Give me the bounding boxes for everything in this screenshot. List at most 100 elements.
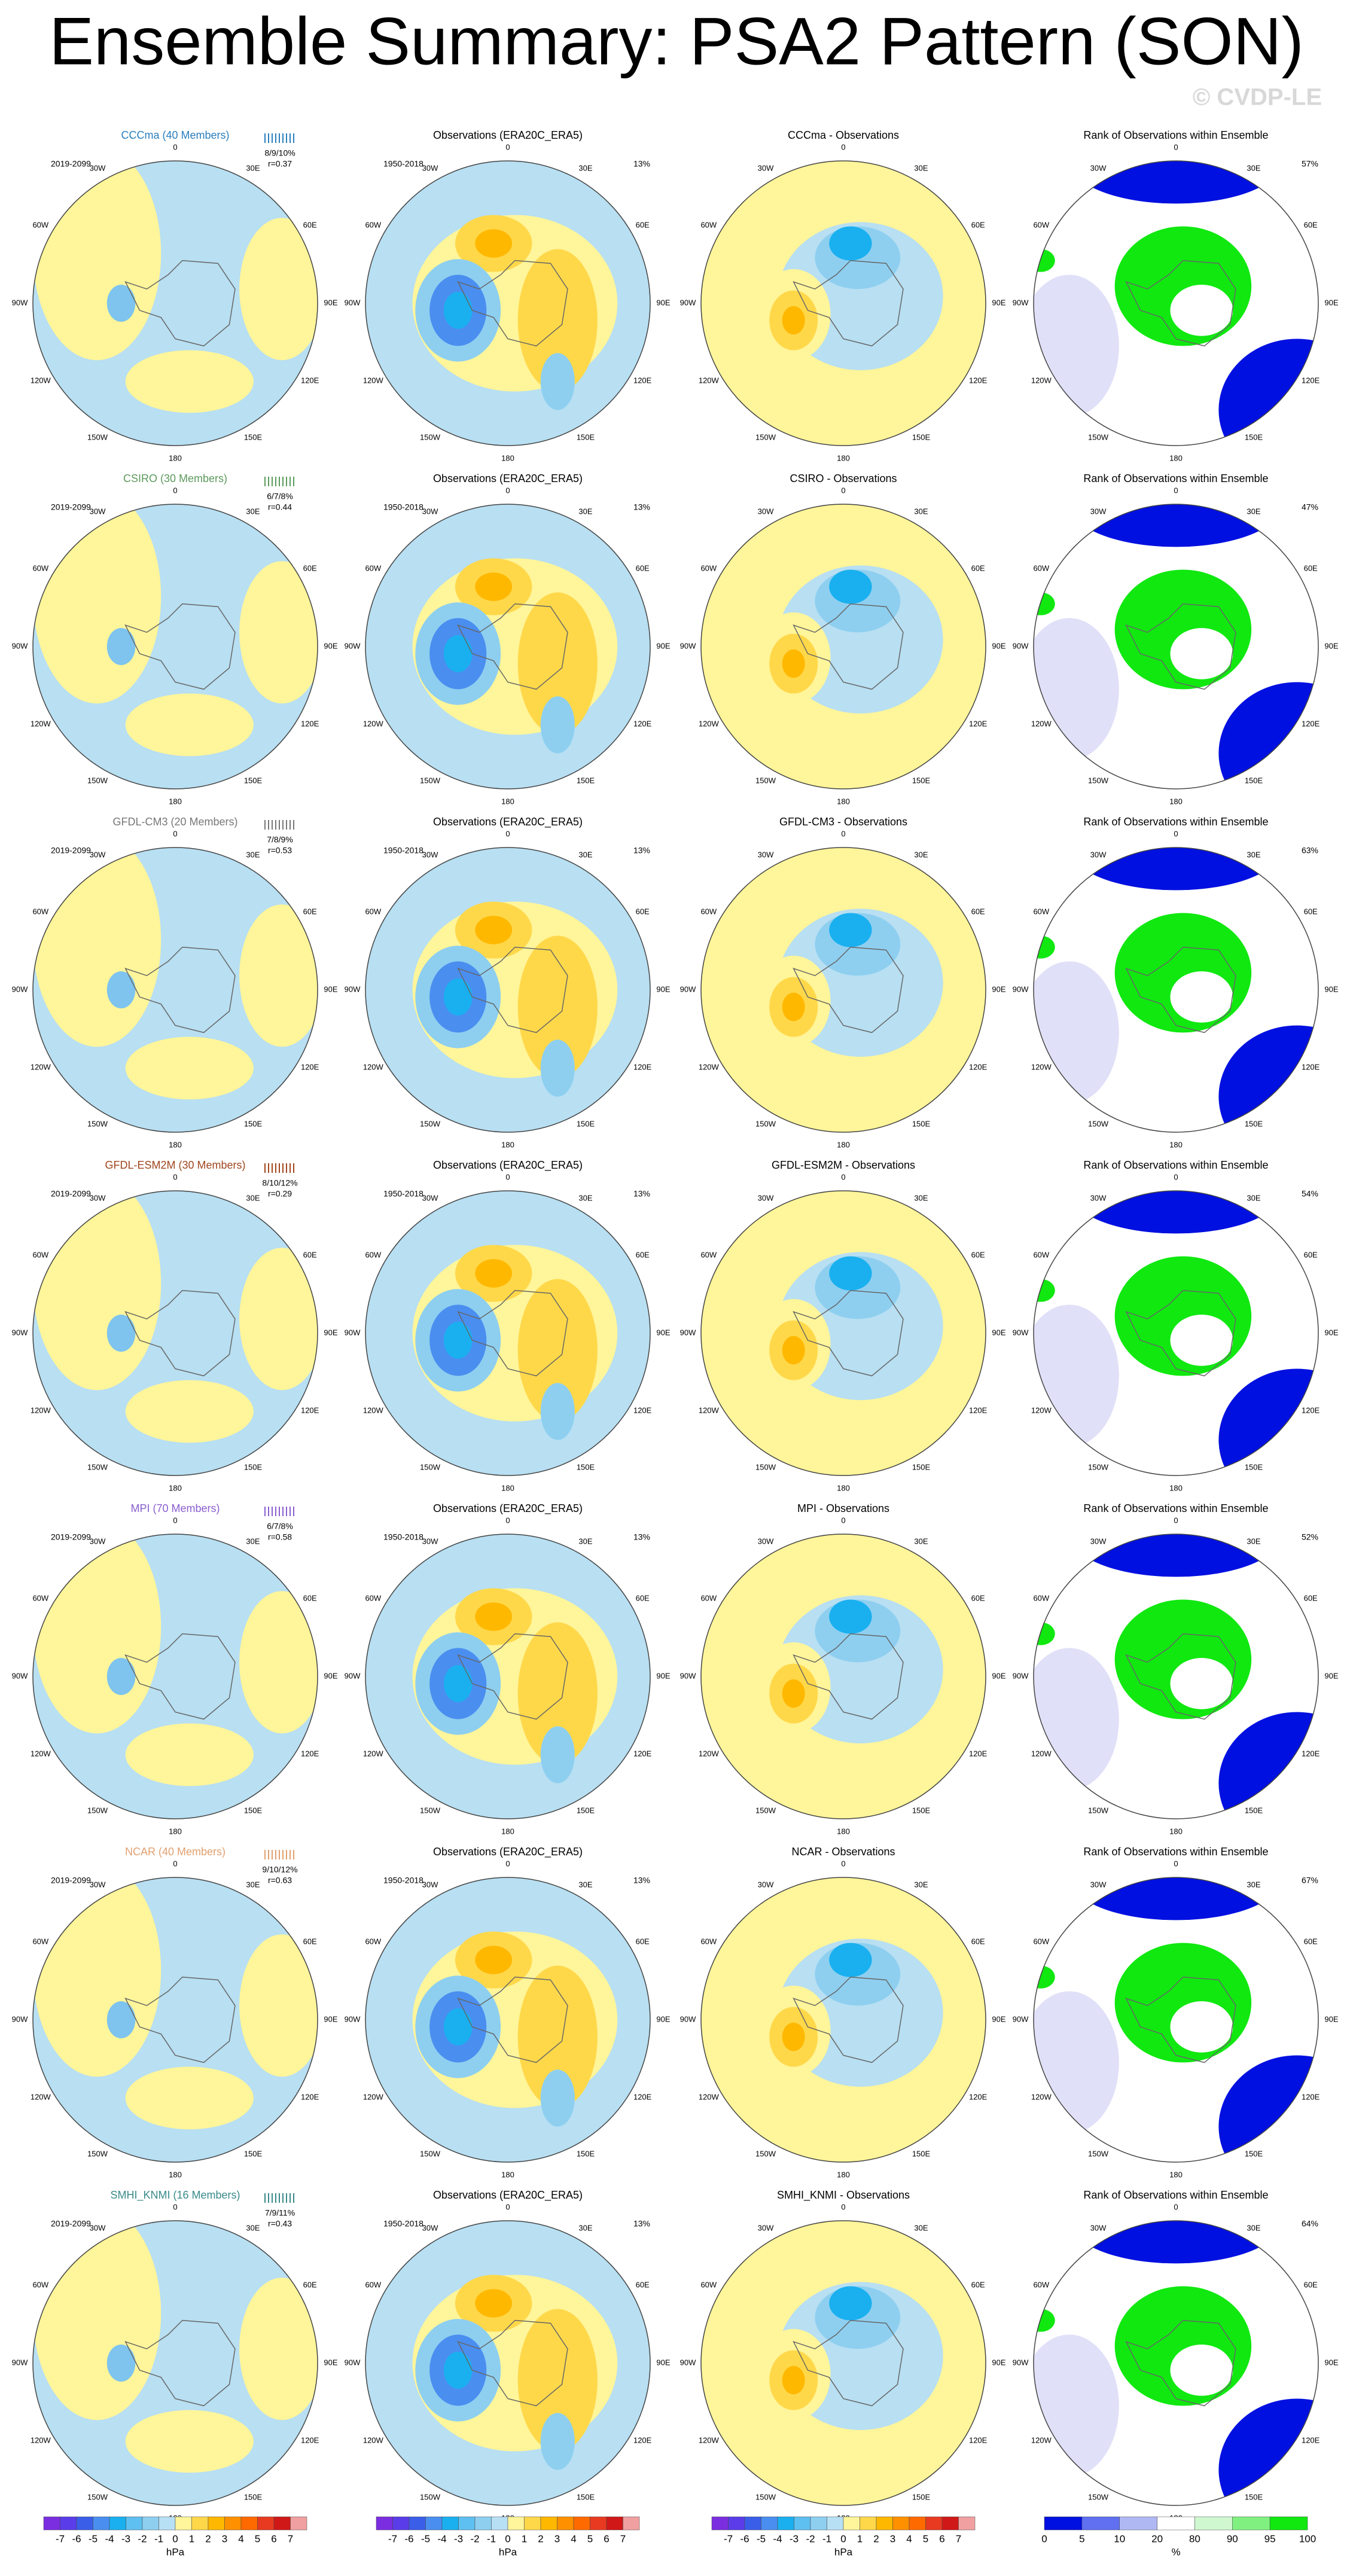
contour-region (106, 971, 136, 1008)
rank-percent: 52% (1302, 1532, 1318, 1542)
colorbar-box (1119, 2516, 1157, 2531)
longitude-label: 120E (301, 1406, 319, 1414)
longitude-label: 120E (969, 2435, 988, 2444)
longitude-label: 30W (90, 2223, 106, 2232)
colorbar-box (458, 2516, 476, 2531)
colorbar-label: -7 (724, 2533, 733, 2544)
longitude-label: 30W (422, 1193, 438, 1202)
map-border (32, 504, 318, 789)
model-title: MPI (70 Members) (130, 1502, 220, 1514)
model-title: CCCma (40 Members) (121, 129, 229, 141)
longitude-label: 60W (700, 1593, 717, 1602)
longitude-label: 90W (680, 641, 696, 650)
colorbar-label: 3 (554, 2533, 560, 2544)
longitude-label: 60E (1304, 907, 1318, 916)
longitude-label: 60E (636, 2280, 650, 2289)
map-panel (365, 1191, 650, 1476)
colorbar-label: 5 (1079, 2533, 1084, 2544)
contour-region (1034, 935, 1055, 959)
longitude-label: 180 (1169, 1483, 1183, 1492)
longitude-label: 90E (656, 1328, 670, 1337)
map-border (700, 2220, 986, 2506)
panel-title: GFDL-ESM2M - Observations (772, 1159, 915, 1171)
longitude-label: 150W (420, 776, 441, 785)
longitude-label: 60W (32, 220, 48, 229)
coastline (793, 1976, 904, 2063)
longitude-label: 60W (700, 220, 717, 229)
longitude-label: 150E (912, 1120, 931, 1129)
longitude-label: 90E (1324, 984, 1338, 993)
contour-region (829, 226, 872, 261)
colorbar-label: 100 (1299, 2533, 1316, 2544)
ensemble-stats: 6/7/8% (267, 1522, 293, 1531)
map-border (1033, 847, 1319, 1133)
longitude-label: 150W (1088, 433, 1109, 442)
longitude-label: 180 (837, 797, 850, 806)
colorbar-label: -3 (121, 2533, 130, 2544)
longitude-label: 30E (914, 850, 928, 859)
coastline (457, 603, 568, 690)
colorbar-box (1232, 2516, 1270, 2531)
panel-title: Rank of Observations within Ensemble (1083, 1502, 1268, 1514)
colorbar-box (941, 2516, 959, 2531)
longitude-label: 30W (758, 507, 774, 516)
contour-region (782, 2022, 805, 2051)
longitude-label: 0 (841, 2202, 845, 2211)
colorbar-label: 7 (620, 2533, 626, 2544)
longitude-label: 60E (971, 2280, 985, 2289)
longitude-label: 120E (1302, 1062, 1320, 1071)
longitude-label: 60E (971, 907, 985, 916)
contour-region (125, 350, 254, 413)
map-border (700, 1190, 986, 1476)
longitude-label: 120E (633, 2435, 652, 2444)
longitude-label: 150W (755, 433, 776, 442)
colorbar-label: 95 (1264, 2533, 1276, 2544)
colorbar-label: 5 (923, 2533, 928, 2544)
longitude-label: 30E (1247, 1537, 1260, 1545)
colorbar-label: -2 (806, 2533, 815, 2544)
rank-percent: 57% (1302, 159, 1318, 169)
coastline (793, 1289, 904, 1377)
longitude-label: 90W (680, 1328, 696, 1337)
contour-region (33, 504, 161, 704)
colorbar-box (876, 2516, 893, 2531)
longitude-label: 150E (244, 433, 263, 442)
contour-region (33, 161, 161, 361)
longitude-label: 90E (1324, 298, 1338, 307)
longitude-label: 60W (32, 563, 48, 572)
colorbar-box (958, 2516, 976, 2531)
longitude-label: 120W (699, 719, 720, 728)
longitude-label: 30W (758, 850, 774, 859)
longitude-label: 180 (501, 453, 514, 462)
longitude-label: 90E (324, 1671, 337, 1680)
contour-region (443, 1665, 473, 1702)
contour-region (106, 1315, 136, 1352)
contour-region (1034, 1279, 1055, 1302)
longitude-label: 0 (841, 1859, 845, 1868)
contour-region (239, 561, 318, 704)
longitude-label: 90E (324, 2014, 337, 2023)
map-panel (701, 1534, 986, 1819)
colorbar-box (409, 2516, 426, 2531)
longitude-label: 90E (656, 298, 670, 307)
pattern-correlation: r=0.37 (268, 159, 292, 169)
ensemble-stats: 8/9/10% (264, 148, 295, 158)
longitude-label: 150W (87, 1120, 108, 1129)
contour-region (517, 1622, 598, 1765)
longitude-label: 0 (1174, 486, 1178, 495)
colorbar-box (290, 2516, 307, 2531)
longitude-label: 90E (1324, 2014, 1338, 2023)
contour-region (125, 1380, 254, 1443)
longitude-label: 180 (169, 1140, 182, 1149)
longitude-label: 120E (1302, 2435, 1320, 2444)
longitude-label: 90W (345, 641, 361, 650)
contour-region (33, 848, 161, 1047)
longitude-label: 90E (1324, 1328, 1338, 1337)
contour-region (106, 1658, 136, 1695)
model-title: GFDL-ESM2M (30 Members) (105, 1159, 245, 1171)
longitude-label: 90E (324, 984, 337, 993)
contour-region (1034, 1304, 1119, 1447)
map-border (700, 847, 986, 1133)
panel-title: Rank of Observations within Ensemble (1083, 2189, 1268, 2201)
panel-title: Observations (ERA20C_ERA5) (433, 2189, 583, 2202)
